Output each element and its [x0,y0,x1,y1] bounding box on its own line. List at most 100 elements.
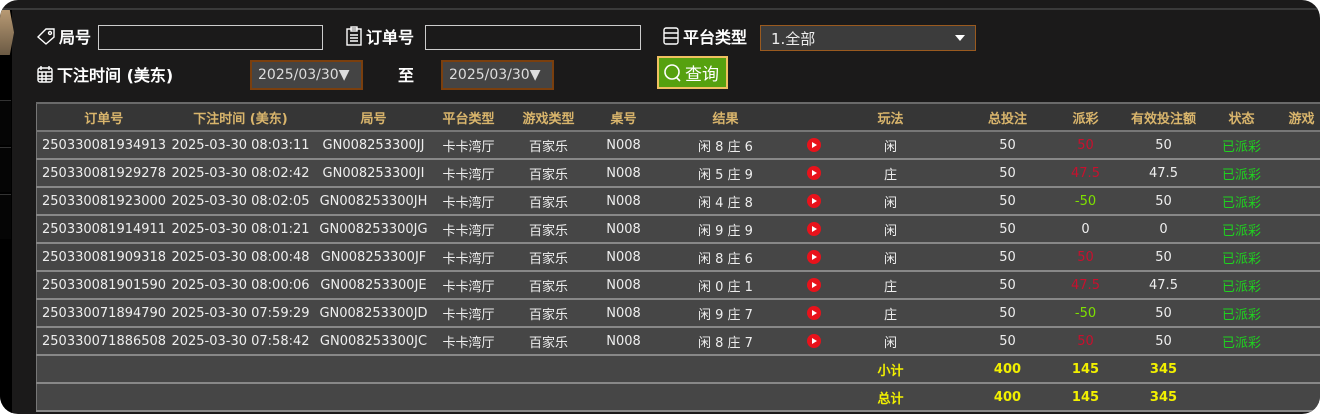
play-video-icon[interactable] [806,250,821,264]
platform-select[interactable]: 1.全部 [760,25,976,51]
play-video-icon[interactable] [806,166,821,180]
search-icon [664,63,681,82]
column-header: 局号 [310,103,437,132]
valid-bet: 47.5 [1110,159,1217,188]
platform: 卡卡湾厅 [436,215,501,244]
order-input[interactable] [425,25,641,50]
replay-cell [800,131,827,160]
table-no: N008 [596,327,651,356]
empty-cell [1216,383,1320,412]
play-video-icon[interactable] [806,306,821,320]
play-video-icon[interactable] [806,138,821,152]
sidebar-item[interactable] [0,194,11,239]
column-header: 游戏 [1266,103,1320,132]
bet-side: 闲 [826,187,955,216]
total-bet: 50 [954,243,1061,272]
game-type: 百家乐 [500,243,597,272]
result: 闲 0 庄 1 [650,271,801,300]
replay-cell [800,215,827,244]
table-row: 250330071894790 2025-03-30 07:59:29 GN0082… [36,299,1320,328]
column-header: 玩法 [826,103,955,132]
replay-cell [800,271,827,300]
column-header: 下注时间 (美东) [170,103,311,132]
status: 已派彩 [1216,327,1267,356]
payout: 47.5 [1060,271,1111,300]
play-video-icon[interactable] [806,334,821,348]
result: 闲 9 庄 9 [650,215,801,244]
table-no: N008 [596,271,651,300]
bet-side: 闲 [826,131,955,160]
valid-bet: 50 [1110,131,1217,160]
platform-label: 平台类型 [662,24,747,48]
bet-records-table: 订单号 下注时间 (美东) 局号 平台类型 游戏类型 桌号 结果 玩法 总投注 派彩 有效投注额 状态… [36,102,1320,412]
status: 已派彩 [1216,159,1267,188]
total-bet: 50 [954,187,1061,216]
subtotal-bet: 400 [954,355,1061,384]
bet-side: 庄 [826,299,955,328]
table-no: N008 [596,187,651,216]
play-video-icon[interactable] [806,278,821,292]
query-button[interactable]: 查询 [657,56,728,89]
game-cell [1266,159,1320,188]
order-id: 250330081909318 [36,243,171,272]
platform-label-text: 平台类型 [683,28,748,47]
subtotal-payout: 145 [1060,355,1111,384]
game-cell [1266,243,1320,272]
round-input[interactable] [98,25,323,50]
table-row: 250330081914911 2025-03-30 08:01:21 GN0082… [36,215,1320,244]
order-id: 250330081901590 [36,271,171,300]
query-label: 查询 [685,65,719,85]
play-video-icon[interactable] [806,222,821,236]
play-video-icon[interactable] [806,194,821,208]
table-no: N008 [596,131,651,160]
order-label-text: 订单号 [366,28,415,47]
sidebar-active-tab[interactable] [0,10,14,55]
total-bet: 50 [954,159,1061,188]
empty-cell [36,355,827,384]
column-header: 状态 [1216,103,1267,132]
status: 已派彩 [1216,243,1267,272]
table-row: 250330081901590 2025-03-30 08:00:06 GN0082… [36,271,1320,300]
table-no: N008 [596,215,651,244]
total-bet: 50 [954,327,1061,356]
round-id: GN008253300JH [310,187,437,216]
bet-time: 2025-03-30 08:02:05 [170,187,311,216]
round-label-text: 局号 [59,28,92,47]
result: 闲 8 庄 6 [650,243,801,272]
platform: 卡卡湾厅 [436,271,501,300]
payout: -50 [1060,187,1111,216]
bet-time: 2025-03-30 08:01:21 [170,215,311,244]
subtotal-valid: 345 [1110,355,1217,384]
round-id: GN008253300JE [310,271,437,300]
order-id: 250330071894790 [36,299,171,328]
date-from-select[interactable]: 2025/03/30▼ [250,60,363,90]
round-id: GN008253300JD [310,299,437,328]
sidebar [0,10,14,414]
total-valid: 345 [1110,383,1217,412]
replay-cell [800,299,827,328]
bet-time: 2025-03-30 08:03:11 [170,131,311,160]
bet-time: 2025-03-30 08:00:06 [170,271,311,300]
platform: 卡卡湾厅 [436,159,501,188]
sidebar-item[interactable] [0,100,11,145]
game-type: 百家乐 [500,271,597,300]
game-type: 百家乐 [500,131,597,160]
date-to-select[interactable]: 2025/03/30▼ [441,60,554,90]
platform-selected-value: 1.全部 [771,29,816,48]
result: 闲 8 庄 7 [650,327,801,356]
total-bet: 50 [954,299,1061,328]
table-row: 250330081909318 2025-03-30 08:00:48 GN0082… [36,243,1320,272]
valid-bet: 47.5 [1110,271,1217,300]
bet-side: 闲 [826,243,955,272]
time-label-text: 下注时间 (美东) [57,66,174,85]
game-type: 百家乐 [500,159,597,188]
sidebar-item[interactable] [0,147,11,192]
table-no: N008 [596,159,651,188]
subtotal-label: 小计 [826,355,955,384]
game-cell [1266,327,1320,356]
bet-time: 2025-03-30 07:59:29 [170,299,311,328]
table-row: 250330081929278 2025-03-30 08:02:42 GN0082… [36,159,1320,188]
total-bet: 50 [954,271,1061,300]
replay-cell [800,159,827,188]
